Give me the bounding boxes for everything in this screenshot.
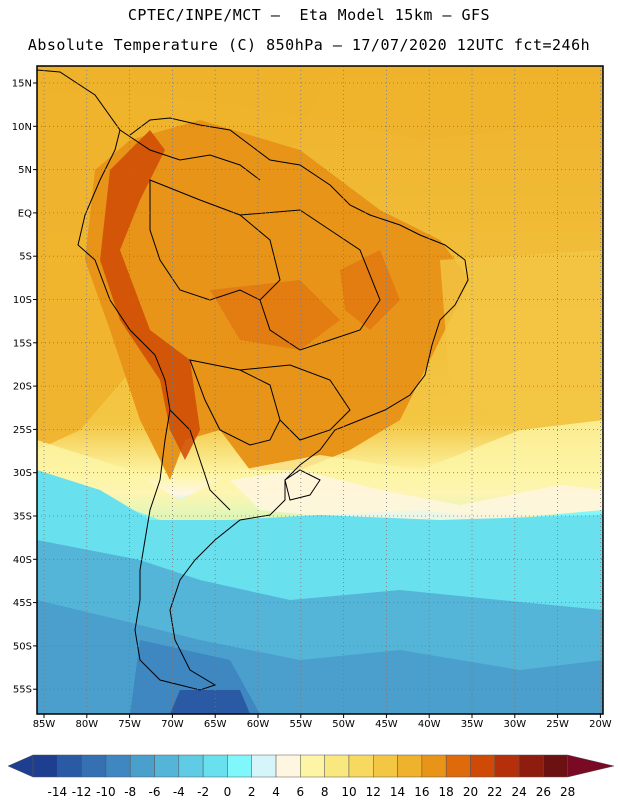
colorbar-label: 28 [560,785,575,799]
map-frame [36,65,604,715]
lat-label: EQ [18,208,32,219]
lat-label: 15N [12,79,32,90]
colorbar-swatch [57,754,82,778]
colorbar-swatch [81,754,107,778]
colorbar-label: -2 [197,785,209,799]
lon-label: 20W [589,719,612,730]
lat-label: 55S [13,685,32,696]
colorbar-swatch [275,754,301,778]
colorbar-label: -8 [124,785,136,799]
colorbar-labels: -14 -12 -10 -8 -6 -4 -2 0 2 4 6 8 10 12 14 16 18 20 22 24 26… [47,785,575,799]
colorbar-label: -14 [47,785,67,799]
temperature-field [37,66,603,714]
colorbar-label: 8 [321,785,329,799]
lon-label: 65W [204,719,227,730]
lon-label: 30W [503,719,526,730]
colorbar-label: -10 [96,785,116,799]
colorbar-label: 18 [439,785,454,799]
colorbar-label: 4 [272,785,280,799]
lat-label: 30S [13,468,32,479]
colorbar-max-arrow [567,754,615,778]
colorbar-swatch [105,754,131,778]
colorbar-label: 22 [487,785,502,799]
lon-label: 35W [461,719,484,730]
colorbar-swatch [397,754,423,778]
latitude-labels: 15N 10N 5N EQ 5S 10S 15S 20S 25S 30S 35S 40S 45S 50S 5… [12,79,37,696]
colorbar-swatch [518,754,544,778]
colorbar-swatch [445,754,471,778]
colorbar-label: -12 [72,785,92,799]
lat-label: 15S [13,338,32,349]
lat-label: 40S [13,555,32,566]
colorbar-swatch [543,754,568,778]
lat-label: 50S [13,641,32,652]
colorbar-label: 0 [224,785,232,799]
colorbar-swatch [421,754,447,778]
map-gridlines [37,66,603,714]
colorbar-label: 24 [511,785,526,799]
lat-label: 45S [13,598,32,609]
colorbar-swatch [129,754,155,778]
lat-label: 25S [13,425,32,436]
colorbar-swatch [300,754,325,778]
colorbar-swatch [373,754,398,778]
colorbar-label: 26 [536,785,551,799]
colorbar-label: 16 [414,785,429,799]
lon-label: 75W [118,719,141,730]
colorbar-label: 10 [341,785,356,799]
lon-label: 25W [546,719,569,730]
colorbar-label: 6 [297,785,305,799]
lon-label: 60W [247,719,270,730]
lat-label: 5N [18,165,32,176]
colorbar-label: -6 [149,785,161,799]
colorbar-swatch [154,754,180,778]
colorbar-swatch [470,754,496,778]
colorbar-swatch [348,754,374,778]
colorbar-label: 2 [248,785,256,799]
colorbar-swatch [494,754,520,778]
colorbar-swatch [178,754,204,778]
lat-label: 5S [19,252,32,263]
colorbar-swatch [32,754,58,778]
colorbar-swatch [227,754,252,778]
chart-title-line2: Absolute Temperature (C) 850hPa – 17/07/… [27,36,591,54]
colorbar-label: 14 [390,785,405,799]
lat-label: 10N [12,122,32,133]
colorbar-label: 20 [463,785,478,799]
lon-label: 80W [75,719,98,730]
longitude-labels: 85W 80W 75W 70W 65W 60W 55W 50W 45W 40W 35W 30W 25W 2… [33,714,612,730]
colorbar-min-arrow [7,754,34,778]
colorbar-label: -4 [173,785,185,799]
lon-label: 40W [418,719,441,730]
lat-label: 35S [13,512,32,523]
lon-label: 50W [332,719,355,730]
lat-label: 20S [13,382,32,393]
lon-label: 45W [375,719,398,730]
colorbar-swatch [202,754,228,778]
lon-label: 85W [33,719,56,730]
chart-title-line1: CPTEC/INPE/MCT – Eta Model 15km – GFS [127,6,491,24]
colorbar [7,754,615,778]
lon-label: 70W [161,719,184,730]
colorbar-label: 12 [366,785,381,799]
colorbar-swatch [251,754,277,778]
lat-label: 10S [13,295,32,306]
colorbar-swatch [324,754,350,778]
lon-label: 55W [289,719,312,730]
